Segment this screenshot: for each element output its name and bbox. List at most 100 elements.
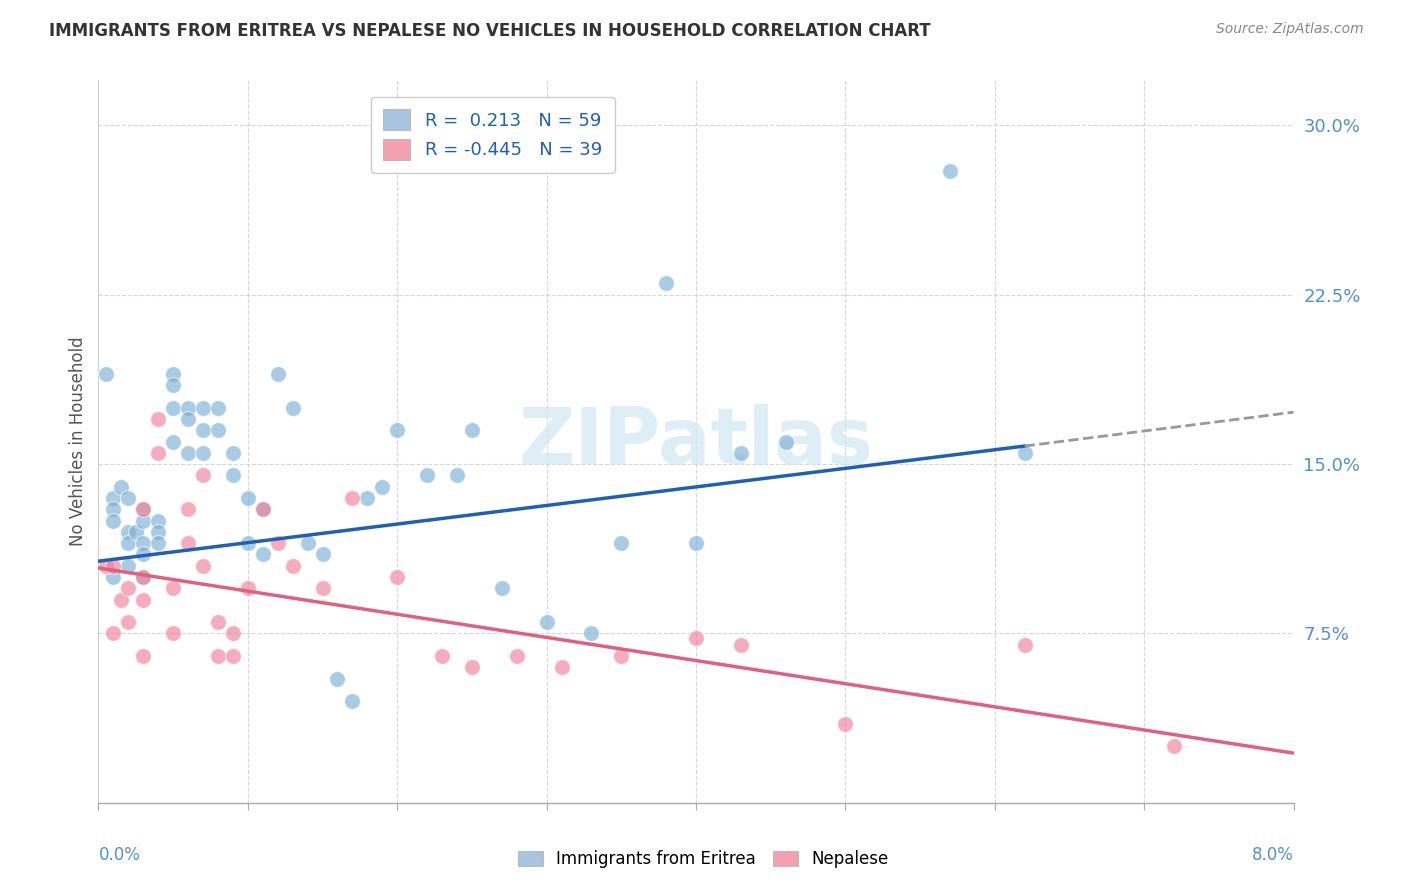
Point	[775, 434, 797, 449]
Point	[132, 536, 155, 550]
Point	[162, 434, 184, 449]
Point	[191, 468, 214, 483]
Point	[416, 468, 439, 483]
Point	[132, 502, 155, 516]
Text: ZIPatlas: ZIPatlas	[519, 403, 873, 480]
Text: Source: ZipAtlas.com: Source: ZipAtlas.com	[1216, 22, 1364, 37]
Point	[117, 615, 139, 630]
Point	[148, 524, 170, 539]
Text: 8.0%: 8.0%	[1251, 847, 1294, 864]
Point	[177, 401, 200, 415]
Point	[110, 592, 132, 607]
Point	[191, 423, 214, 437]
Point	[236, 582, 259, 596]
Point	[103, 558, 125, 573]
Point	[326, 672, 349, 686]
Point	[385, 570, 409, 584]
Legend: Immigrants from Eritrea, Nepalese: Immigrants from Eritrea, Nepalese	[512, 844, 894, 875]
Point	[191, 401, 214, 415]
Point	[506, 648, 529, 663]
Point	[236, 536, 259, 550]
Point	[430, 648, 453, 663]
Text: 0.0%: 0.0%	[98, 847, 141, 864]
Point	[148, 412, 170, 426]
Point	[730, 446, 752, 460]
Point	[132, 514, 155, 528]
Point	[103, 491, 125, 505]
Point	[297, 536, 319, 550]
Point	[162, 626, 184, 640]
Point	[222, 648, 245, 663]
Point	[685, 631, 707, 645]
Point	[191, 558, 214, 573]
Point	[342, 694, 364, 708]
Text: IMMIGRANTS FROM ERITREA VS NEPALESE NO VEHICLES IN HOUSEHOLD CORRELATION CHART: IMMIGRANTS FROM ERITREA VS NEPALESE NO V…	[49, 22, 931, 40]
Legend: R =  0.213   N = 59, R = -0.445   N = 39: R = 0.213 N = 59, R = -0.445 N = 39	[371, 96, 614, 172]
Point	[103, 570, 125, 584]
Point	[162, 401, 184, 415]
Point	[222, 626, 245, 640]
Point	[132, 548, 155, 562]
Point	[655, 277, 678, 291]
Point	[132, 592, 155, 607]
Point	[117, 558, 139, 573]
Point	[110, 480, 132, 494]
Point	[730, 638, 752, 652]
Point	[446, 468, 468, 483]
Point	[252, 502, 274, 516]
Point	[94, 367, 117, 381]
Point	[162, 378, 184, 392]
Point	[94, 558, 117, 573]
Point	[939, 163, 962, 178]
Point	[1014, 638, 1036, 652]
Point	[177, 446, 200, 460]
Point	[103, 502, 125, 516]
Point	[610, 536, 633, 550]
Point	[281, 401, 304, 415]
Point	[491, 582, 513, 596]
Point	[207, 423, 229, 437]
Point	[356, 491, 378, 505]
Point	[207, 648, 229, 663]
Point	[267, 367, 290, 381]
Point	[177, 536, 200, 550]
Point	[148, 536, 170, 550]
Point	[132, 570, 155, 584]
Point	[267, 536, 290, 550]
Point	[385, 423, 409, 437]
Point	[342, 491, 364, 505]
Point	[461, 660, 484, 674]
Y-axis label: No Vehicles in Household: No Vehicles in Household	[69, 336, 87, 547]
Point	[117, 491, 139, 505]
Point	[550, 660, 572, 674]
Point	[581, 626, 603, 640]
Point	[132, 570, 155, 584]
Point	[132, 648, 155, 663]
Point	[610, 648, 633, 663]
Point	[103, 514, 125, 528]
Point	[281, 558, 304, 573]
Point	[252, 502, 274, 516]
Point	[685, 536, 707, 550]
Point	[162, 582, 184, 596]
Point	[371, 480, 394, 494]
Point	[132, 502, 155, 516]
Point	[536, 615, 558, 630]
Point	[162, 367, 184, 381]
Point	[117, 524, 139, 539]
Point	[834, 716, 856, 731]
Point	[311, 548, 333, 562]
Point	[148, 446, 170, 460]
Point	[177, 412, 200, 426]
Point	[222, 468, 245, 483]
Point	[117, 536, 139, 550]
Point	[252, 548, 274, 562]
Point	[117, 582, 139, 596]
Point	[207, 615, 229, 630]
Point	[236, 491, 259, 505]
Point	[125, 524, 148, 539]
Point	[103, 626, 125, 640]
Point	[311, 582, 333, 596]
Point	[222, 446, 245, 460]
Point	[148, 514, 170, 528]
